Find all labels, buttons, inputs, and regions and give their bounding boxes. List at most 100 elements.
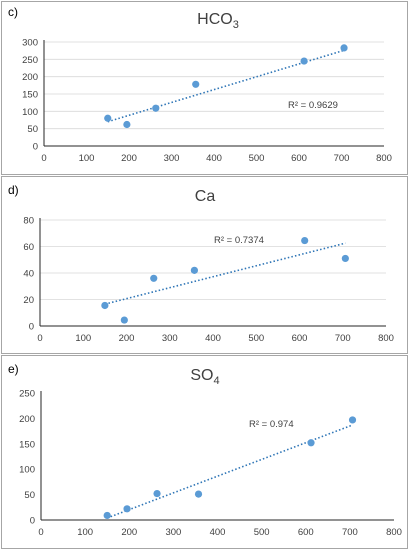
data-point [300,57,308,65]
data-point [101,301,109,310]
y-tick-label: 0 [33,142,38,153]
data-point [307,439,315,447]
gridlines [40,219,386,300]
x-tick-label: 0 [37,333,42,344]
chart-title: Ca [195,188,216,205]
y-tick-label: 80 [23,216,34,227]
x-tick-label: 400 [205,333,221,344]
x-tick-label: 200 [121,153,137,164]
data-points [101,236,349,324]
x-tick-label: 800 [378,333,394,344]
axes [40,391,394,521]
x-tick-label: 700 [334,153,350,164]
y-tick-label: 40 [23,269,34,280]
panel-frame [1,355,408,549]
x-tick-label: 500 [254,527,270,538]
y-tick-label: 250 [19,389,35,400]
r-squared-label: R² = 0.7374 [214,235,264,246]
x-tick-label: 400 [210,527,226,538]
x-tick-label: 100 [75,333,91,344]
chart-title-main: SO [190,367,213,384]
r-squared-label: R² = 0.974 [249,419,294,430]
x-tick-label: 700 [342,527,358,538]
r-squared-label: R² = 0.9629 [288,100,338,111]
y-tick-label: 0 [30,516,35,527]
data-point [123,505,131,513]
x-tick-label: 600 [291,153,307,164]
data-point [340,44,348,52]
chart-panel-ca: d) Ca 0 20 40 60 80 0 100 200 300 400 500 600 700 80… [1,176,408,354]
panel-letter: c) [8,5,18,19]
panel-letter: e) [8,362,19,376]
x-tick-label: 0 [38,527,43,538]
data-point [301,236,309,245]
y-tick-label: 150 [22,90,38,101]
panel-letter: d) [8,183,19,197]
x-tick-label: 600 [298,527,314,538]
chart-title-subscript: 4 [214,375,220,387]
trendline [104,242,346,305]
x-tick-label: 300 [162,333,178,344]
data-point [348,416,357,424]
x-tick-label: 100 [77,527,93,538]
axes [39,218,386,327]
trendline-group [107,49,345,123]
data-point [120,316,128,324]
x-tick-label: 600 [292,333,308,344]
y-tick-labels: 0 50 100 150 200 250 300 [22,38,38,153]
y-tick-label: 300 [22,38,38,49]
chart-title: SO4 [190,367,219,387]
x-tick-labels: 0 100 200 300 400 500 600 700 800 [38,527,402,538]
x-tick-labels: 0 100 200 300 400 500 600 700 800 [37,333,394,344]
data-point [192,80,200,88]
x-tick-label: 0 [41,153,46,164]
axes [43,40,384,147]
x-tick-labels: 0 100 200 300 400 500 600 700 800 [41,153,392,164]
y-tick-label: 100 [19,465,35,476]
chart-title-subscript: 3 [233,19,239,31]
trendline [107,49,345,123]
x-tick-label: 300 [164,153,180,164]
y-tick-label: 200 [22,72,38,83]
data-points [104,44,348,129]
x-tick-label: 800 [386,527,402,538]
gridlines [44,41,384,130]
y-tick-label: 250 [22,55,38,66]
y-tick-label: 200 [19,414,35,425]
y-tick-label: 0 [29,322,34,333]
y-tick-label: 100 [22,107,38,118]
chart-title-main: Ca [195,188,216,205]
data-point [190,266,199,274]
data-point [123,120,131,129]
data-point [104,114,112,122]
y-tick-label: 50 [27,124,38,135]
x-tick-label: 500 [248,333,264,344]
panel-frame [1,176,408,354]
x-tick-label: 200 [121,527,137,538]
y-tick-label: 20 [23,295,34,306]
data-point [103,511,111,520]
x-tick-label: 100 [79,153,95,164]
chart-panel-so4: e) SO4 0 50 100 150 200 250 0 100 200 300 400 500 6… [1,355,408,549]
data-point [150,274,158,282]
data-point [152,104,160,112]
x-tick-label: 800 [376,153,392,164]
data-point [341,254,349,263]
chart-panel-hco3: c) HCO3 0 50 100 150 200 250 300 0 100 200 300 400… [1,1,408,175]
data-point [194,490,203,498]
y-tick-label: 150 [19,439,35,450]
x-tick-label: 500 [249,153,265,164]
data-points [103,416,357,520]
x-tick-label: 700 [335,333,351,344]
y-tick-label: 50 [24,490,35,501]
x-tick-label: 200 [119,333,135,344]
chart-title-main: HCO [197,11,233,28]
x-tick-label: 400 [206,153,222,164]
y-tick-labels: 0 20 40 60 80 [23,216,34,333]
data-point [153,489,161,498]
x-tick-label: 300 [165,527,181,538]
y-tick-label: 60 [23,242,34,253]
trendline-group [104,242,346,305]
y-tick-labels: 0 50 100 150 200 250 [19,389,35,527]
